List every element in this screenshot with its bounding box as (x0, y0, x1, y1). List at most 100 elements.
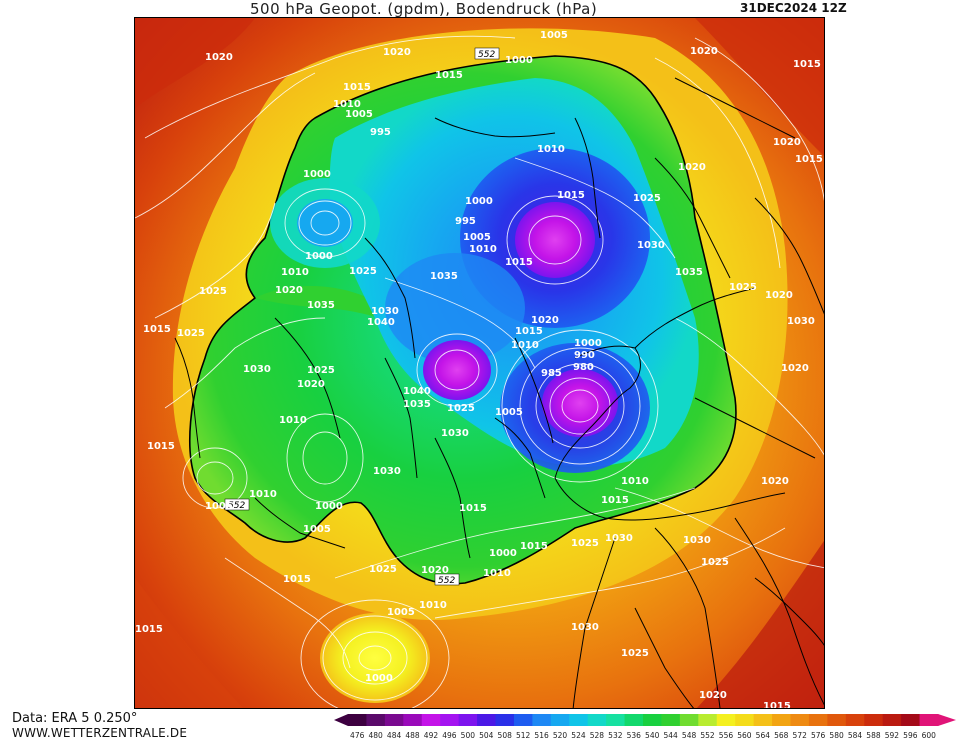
color-scale-swatch (569, 714, 589, 726)
pressure-label: 1030 (243, 364, 271, 375)
color-scale-label: 568 (774, 731, 789, 740)
color-scale-label: 588 (866, 731, 881, 740)
pressure-label: 1015 (143, 324, 171, 335)
color-scale-label: 492 (424, 731, 439, 740)
website-link[interactable]: WWW.WETTERZENTRALE.DE (12, 726, 188, 740)
pressure-label: 1040 (367, 317, 395, 328)
color-scale-swatch (772, 714, 791, 726)
pressure-label: 1020 (678, 162, 706, 173)
pressure-label: 1030 (373, 466, 401, 477)
color-scale-label: 540 (645, 731, 660, 740)
color-scale-swatch (698, 714, 718, 726)
pressure-label: 1005 (345, 109, 373, 120)
pressure-label: 1015 (795, 154, 823, 165)
pressure-label: 1015 (520, 541, 548, 552)
pressure-label: 1010 (249, 489, 277, 500)
color-scale-label: 532 (608, 731, 623, 740)
color-scale-label: 528 (590, 731, 605, 740)
pressure-label: 1040 (403, 386, 431, 397)
pressure-label: 1000 (365, 673, 393, 684)
pressure-label: 1020 (383, 47, 411, 58)
contour-label-552-west: 552 (228, 501, 245, 511)
color-scale-label: 500 (461, 731, 476, 740)
contour-label-552-north: 552 (478, 50, 495, 60)
pressure-label: 1025 (729, 282, 757, 293)
color-scale-label: 516 (534, 731, 549, 740)
color-scale-label: 544 (663, 731, 678, 740)
color-scale-swatch (384, 714, 404, 726)
pressure-label: 1025 (633, 193, 661, 204)
pressure-label: 1020 (690, 46, 718, 57)
color-scale-swatch (587, 714, 607, 726)
color-scale-swatch (827, 714, 847, 726)
pressure-label: 1015 (435, 70, 463, 81)
pressure-label: 1020 (781, 363, 809, 374)
pressure-label: 1020 (773, 137, 801, 148)
pressure-label: 1030 (787, 316, 815, 327)
contour-552-labels: 552 552 552 (224, 47, 500, 586)
pressure-label: 1015 (147, 441, 175, 452)
pressure-label: 1030 (605, 533, 633, 544)
pressure-label: 1000 (505, 55, 533, 66)
pressure-label: 1010 (537, 144, 565, 155)
pressure-label: 1005 (205, 501, 233, 512)
color-scale-label: 520 (553, 731, 568, 740)
magenta-low-pole (423, 340, 491, 400)
color-scale-swatch (790, 714, 810, 726)
color-scale-swatch (606, 714, 626, 726)
pressure-label: 1010 (333, 99, 361, 110)
magenta-low-atlantic (542, 369, 618, 437)
weather-map[interactable]: 552 552 552 1020 1020 1005 1000 1015 102… (134, 17, 825, 709)
pressure-label: 1025 (621, 648, 649, 659)
pressure-label: 1010 (281, 267, 309, 278)
pressure-label: 1020 (275, 285, 303, 296)
color-scale-label: 560 (737, 731, 752, 740)
pressure-label: 1025 (701, 557, 729, 568)
pressure-label: 1000 (574, 338, 602, 349)
data-source-label: Data: ERA 5 0.250° (12, 711, 138, 726)
color-scale-swatch (716, 714, 736, 726)
magenta-low-siberia (515, 202, 595, 278)
pressure-label: 1030 (571, 622, 599, 633)
pressure-label: 1010 (469, 244, 497, 255)
pressure-label: 1010 (279, 415, 307, 426)
color-scale-swatch (864, 714, 884, 726)
color-scale-label: 512 (516, 731, 531, 740)
color-scale-swatch (919, 714, 939, 726)
color-scale-label: 596 (903, 731, 918, 740)
pressure-label: 1025 (447, 403, 475, 414)
pressure-label: 1035 (675, 267, 703, 278)
pressure-label: 1005 (463, 232, 491, 243)
pressure-labels: 1020 1020 1005 1000 1015 1020 1015 1015 … (135, 30, 823, 708)
color-scale-swatch (366, 714, 386, 726)
pressure-label: 1030 (371, 306, 399, 317)
pressure-label: 1025 (199, 286, 227, 297)
pressure-label: 1010 (511, 340, 539, 351)
pressure-label: 1000 (489, 548, 517, 559)
color-scale-label: 592 (885, 731, 900, 740)
map-datestamp: 31DEC2024 12Z (740, 1, 847, 15)
color-scale-swatch (901, 714, 921, 726)
pressure-label: 1010 (483, 568, 511, 579)
blue-arctic-basin (385, 253, 525, 363)
pressure-label: 995 (370, 127, 391, 138)
color-scale-labels: 476 480 484 488 492 496 500 504 508 512 516 520 524 5… (350, 731, 936, 740)
pressure-label: 1015 (601, 495, 629, 506)
footer-credits: Data: ERA 5 0.250° WWW.WETTERZENTRALE.DE (12, 711, 187, 741)
color-scale-label: 480 (368, 731, 383, 740)
color-scale-label: 580 (829, 731, 844, 740)
color-scale-swatch (421, 714, 441, 726)
color-scale-swatch (440, 714, 460, 726)
pressure-label: 1030 (441, 428, 469, 439)
pressure-label: 1015 (135, 624, 163, 635)
color-scale-swatch (643, 714, 662, 726)
green-atlantic-lobe (255, 286, 405, 328)
color-scale-label: 496 (442, 731, 457, 740)
pressure-label: 1030 (683, 535, 711, 546)
pressure-label: 1035 (403, 399, 431, 410)
color-scale-label: 504 (479, 731, 494, 740)
corner-sw (135, 578, 244, 708)
color-scale-label: 488 (405, 731, 420, 740)
pressure-label: 1015 (793, 59, 821, 70)
color-scale-swatch (550, 714, 570, 726)
